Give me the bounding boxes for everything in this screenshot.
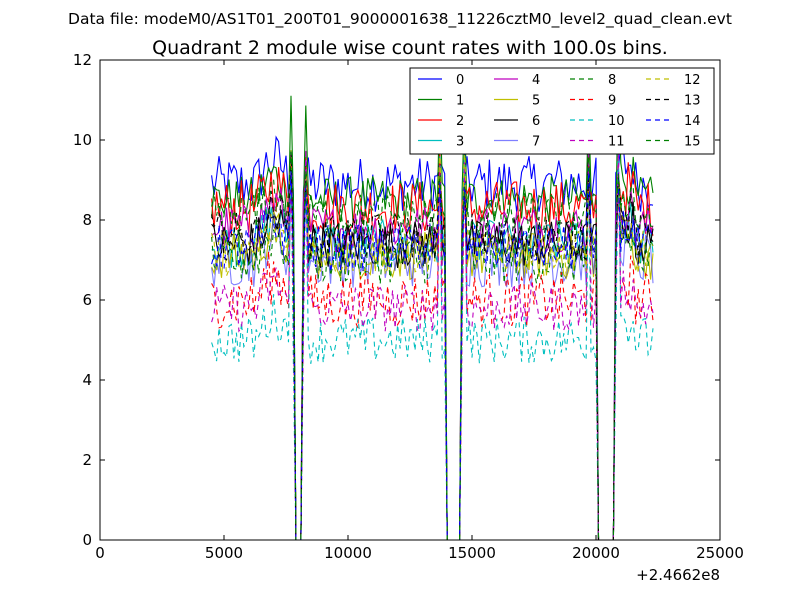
legend-label-11: 11	[608, 135, 625, 150]
legend-label-1: 1	[456, 94, 464, 109]
legend-label-10: 10	[608, 114, 625, 129]
series-line-9	[211, 146, 654, 541]
x-tick-label: 25000	[696, 544, 744, 562]
chart-suptitle: Data file: modeM0/AS1T01_200T01_90000016…	[68, 10, 732, 29]
legend-label-8: 8	[608, 73, 616, 88]
x-tick-label: 5000	[205, 544, 243, 562]
series-line-8	[211, 151, 654, 541]
legend-label-7: 7	[532, 135, 540, 150]
series-line-15	[211, 151, 654, 541]
y-tick-label: 4	[82, 371, 92, 389]
legend-label-9: 9	[608, 94, 616, 109]
legend-label-4: 4	[532, 73, 540, 88]
y-tick-label: 6	[82, 291, 92, 309]
legend-label-6: 6	[532, 114, 540, 129]
series-line-10	[211, 144, 654, 541]
x-tick-label: 15000	[448, 544, 496, 562]
x-tick-label: 0	[95, 544, 105, 562]
legend-label-12: 12	[684, 73, 701, 88]
x-axis-offset-label: +2.4662e8	[636, 566, 720, 584]
y-tick-label: 8	[82, 211, 92, 229]
legend-frame	[409, 67, 715, 155]
y-tick-label: 0	[82, 531, 92, 549]
y-tick-label: 12	[73, 51, 92, 69]
legend-label-3: 3	[456, 135, 464, 150]
legend-label-5: 5	[532, 94, 540, 109]
legend-label-2: 2	[456, 114, 464, 129]
series-line-1	[211, 79, 654, 541]
x-tick-label: 20000	[572, 544, 620, 562]
series-layer	[211, 79, 654, 541]
chart-title: Quadrant 2 module wise count rates with …	[152, 37, 668, 59]
series-line-2	[211, 151, 654, 541]
legend-label-0: 0	[456, 73, 464, 88]
x-tick-label: 10000	[324, 544, 372, 562]
legend-label-14: 14	[684, 114, 701, 129]
series-line-12	[211, 145, 654, 541]
legend-label-13: 13	[684, 94, 701, 109]
series-line-11	[211, 148, 654, 541]
series-line-0	[211, 135, 654, 541]
y-tick-label: 10	[73, 131, 92, 149]
legend-label-15: 15	[684, 135, 701, 150]
y-tick-label: 2	[82, 451, 92, 469]
